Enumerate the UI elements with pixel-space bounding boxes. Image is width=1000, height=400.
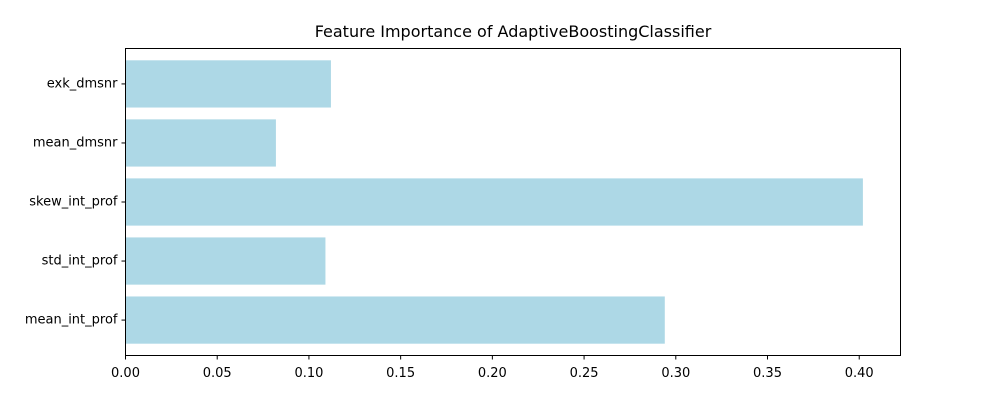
x-tick-label: 0.05 [203,366,232,381]
x-tick-label: 0.10 [294,366,323,381]
bar-std_int_prof [125,237,326,285]
x-tick-label: 0.25 [570,366,599,381]
y-tick-label: mean_int_prof [25,313,118,328]
y-tick-label: mean_dmsnr [33,135,118,150]
bar-mean_int_prof [125,296,665,344]
x-tick-label: 0.20 [478,366,507,381]
x-tick-label: 0.35 [753,366,782,381]
x-tick-label: 0.00 [111,366,140,381]
x-tick-label: 0.40 [845,366,874,381]
y-tick-label: std_int_prof [42,254,118,269]
bar-exk_dmsnr [125,60,331,108]
x-axis: 0.00 0.05 0.10 0.15 0.20 0.25 0.30 0.35 0.40 [111,355,874,381]
bar-mean_dmsnr [125,119,276,167]
y-tick-label: exk_dmsnr [47,76,118,91]
x-tick-label: 0.15 [386,366,415,381]
y-axis: exk_dmsnr mean_dmsnr skew_int_prof std_int_… [25,76,126,328]
bar-skew_int_prof [125,178,863,226]
y-tick-label: skew_int_prof [29,195,118,210]
bars-layer [125,60,863,344]
chart-title: Feature Importance of AdaptiveBoostingCl… [314,22,712,41]
x-tick-label: 0.30 [661,366,690,381]
